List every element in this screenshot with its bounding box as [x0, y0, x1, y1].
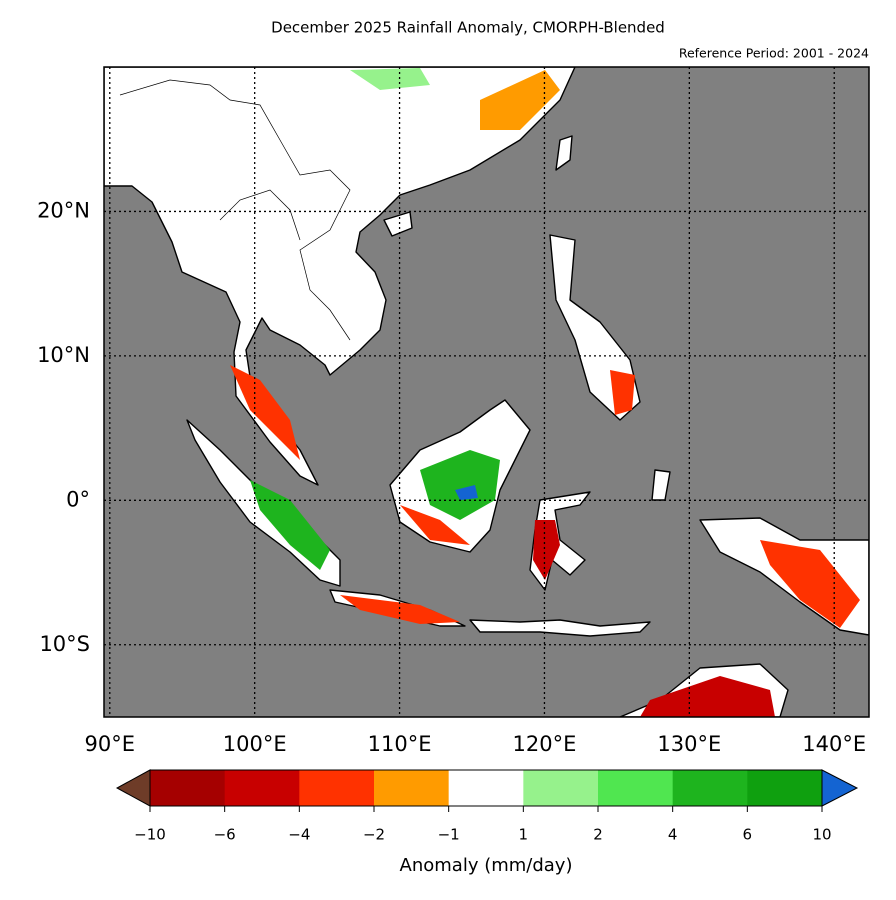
colorbar-segment — [374, 770, 450, 806]
anomaly-area — [400, 505, 470, 545]
y-tick-label: 10°S — [39, 632, 90, 656]
anomaly-area — [230, 365, 300, 460]
x-tick-label: 110°E — [368, 732, 432, 756]
colorbar-frame — [149, 769, 823, 807]
x-tick-label: 90°E — [85, 732, 136, 756]
anomaly-area — [455, 485, 478, 500]
anomaly-area — [480, 70, 560, 130]
colorbar-segment — [224, 770, 300, 806]
anomaly-area — [640, 676, 775, 717]
colorbar-segment — [672, 770, 748, 806]
anomaly-area — [250, 480, 330, 570]
taiwan — [555, 135, 573, 171]
y-tick-label: 0° — [66, 487, 90, 511]
subtitle: Reference Period: 2001 - 2024 — [679, 46, 869, 61]
colorbar-tick-label: 6 — [743, 826, 753, 844]
colorbar-segment — [150, 770, 226, 806]
hainan — [383, 211, 413, 237]
colorbar-segment — [299, 770, 375, 806]
colorbar-segment — [747, 770, 823, 806]
mainland — [104, 67, 576, 486]
colorbar-tick-label: 4 — [668, 826, 678, 844]
anomaly-area — [533, 520, 560, 580]
title: December 2025 Rainfall Anomaly, CMORPH-B… — [271, 19, 665, 37]
anomaly-area — [340, 595, 460, 624]
lesser-sunda — [469, 619, 651, 637]
x-tick-label: 140°E — [802, 732, 866, 756]
x-tick-label: 120°E — [513, 732, 577, 756]
x-tick-label: 130°E — [657, 732, 721, 756]
y-tick-label: 20°N — [37, 198, 90, 222]
colorbar-tick-label: −4 — [288, 826, 310, 844]
colorbar-segment — [598, 770, 674, 806]
colorbar-label: Anomaly (mm/day) — [400, 855, 573, 876]
colorbar-tick-label: 1 — [519, 826, 529, 844]
colorbar-tick-label: 10 — [812, 826, 831, 844]
colorbar-tick-label: −10 — [134, 826, 166, 844]
colorbar-over — [821, 769, 859, 807]
colorbar-segment — [523, 770, 599, 806]
anomaly-area — [350, 68, 430, 90]
anomaly-area — [760, 540, 860, 628]
border — [119, 79, 351, 341]
anomaly-area — [610, 370, 635, 415]
x-tick-label: 100°E — [223, 732, 287, 756]
colorbar-tick-label: 2 — [593, 826, 603, 844]
colorbar-segment — [448, 770, 524, 806]
map-frame — [103, 66, 870, 718]
colorbar-tick-label: −6 — [214, 826, 236, 844]
colorbar-under — [115, 769, 151, 807]
y-tick-label: 10°N — [37, 343, 90, 367]
colorbar-tick-label: −2 — [363, 826, 385, 844]
colorbar-tick-label: −1 — [438, 826, 460, 844]
land — [104, 67, 869, 717]
anomaly-area — [420, 450, 500, 520]
